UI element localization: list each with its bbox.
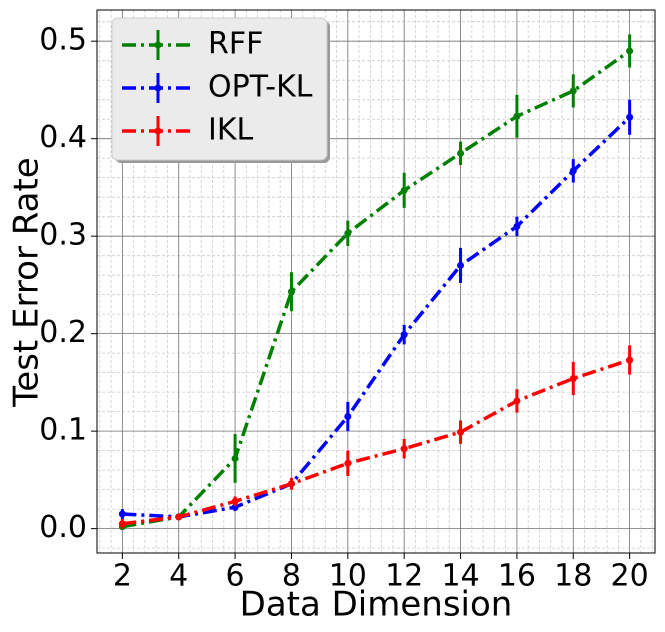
marker: [344, 413, 352, 421]
x-tick-label: 18: [554, 559, 592, 594]
marker: [626, 47, 634, 55]
marker: [457, 428, 465, 436]
legend-marker: [154, 127, 162, 135]
marker: [457, 261, 465, 269]
x-tick-label: 16: [498, 559, 536, 594]
marker: [344, 459, 352, 467]
legend-box: [111, 17, 328, 161]
marker: [400, 331, 408, 339]
marker: [287, 480, 295, 488]
marker: [287, 288, 295, 296]
y-tick-label: 0.2: [39, 315, 87, 350]
marker: [457, 149, 465, 157]
y-tick-label: 0.0: [39, 510, 87, 545]
y-axis-label: Test Error Rate: [7, 157, 47, 407]
x-tick-label: 20: [611, 559, 649, 594]
legend-label: RFF: [208, 27, 263, 62]
marker: [513, 222, 521, 230]
x-tick-label: 6: [226, 559, 245, 594]
marker: [569, 374, 577, 382]
plot: [118, 34, 634, 531]
marker: [400, 186, 408, 194]
plot-frame: [96, 9, 656, 554]
x-tick-label: 4: [169, 559, 188, 594]
marker: [118, 510, 126, 518]
series-line: [122, 115, 631, 519]
marker: [118, 520, 126, 528]
series-line: [122, 49, 631, 529]
marker: [569, 87, 577, 95]
series-line: [122, 358, 631, 526]
x-tick-label: 8: [282, 559, 301, 594]
x-tick-label: 12: [385, 559, 423, 594]
marker: [175, 513, 183, 521]
marker: [513, 397, 521, 405]
y-tick-label: 0.4: [39, 120, 87, 155]
marker: [626, 113, 634, 121]
marker: [626, 356, 634, 364]
x-tick-label: 10: [329, 559, 367, 594]
marker: [400, 445, 408, 453]
x-axis-label: Data Dimension: [240, 585, 513, 625]
legend-marker: [154, 84, 162, 92]
legend: RFF OPT-KL IKL: [111, 17, 330, 163]
marker: [569, 167, 577, 175]
y-tick-label: 0.3: [39, 218, 87, 253]
y-tick-label: 0.1: [39, 413, 87, 448]
marker: [231, 503, 239, 511]
marker: [344, 229, 352, 237]
y-tick-label: 0.5: [39, 23, 87, 58]
legend-label: OPT-KL: [208, 70, 313, 105]
marker: [231, 454, 239, 462]
x-tick-label: 14: [441, 559, 479, 594]
legend-marker: [154, 41, 162, 49]
legend-label: IKL: [208, 113, 254, 148]
x-tick-label: 2: [113, 559, 132, 594]
marker: [513, 112, 521, 120]
marker: [231, 497, 239, 505]
